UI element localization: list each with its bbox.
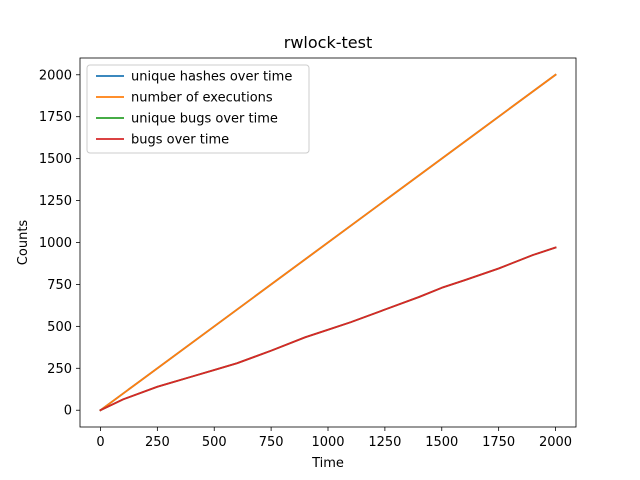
x-tick-label: 1250 [368,435,401,450]
y-tick-label: 0 [64,404,72,419]
x-tick-label: 0 [96,435,104,450]
x-tick-label: 1500 [425,435,458,450]
legend-label-3: unique bugs over time [131,112,278,127]
y-tick-label: 750 [47,278,72,293]
y-axis-label: Counts [16,220,31,266]
x-tick-label: 2000 [539,435,572,450]
x-tick-label: 1750 [482,435,515,450]
y-tick-label: 2000 [39,68,72,83]
y-tick-label: 500 [47,320,72,335]
legend-label-1: unique hashes over time [131,70,292,85]
y-tick-label: 250 [47,362,72,377]
legend-label-2: number of executions [131,91,273,106]
series-line-2 [99,73,557,412]
y-axis: 0 250 500 750 1000 1250 1500 1750 2000 [39,68,80,419]
x-tick-label: 250 [145,435,170,450]
x-tick-label: 1000 [311,435,344,450]
y-tick-label: 1000 [39,236,72,251]
x-tick-label: 500 [202,435,227,450]
legend-box [86,64,310,154]
x-axis: 0 250 500 750 1000 1250 1500 1750 2000 [96,427,572,450]
chart-title: rwlock-test [284,33,372,52]
x-tick-label: 750 [259,435,284,450]
series-layer [99,73,557,412]
legend: unique hashes over time number of executi… [86,64,310,154]
series-line-4 [99,246,557,412]
legend-label-4: bugs over time [131,133,229,148]
y-tick-label: 1750 [39,110,72,125]
y-tick-label: 1500 [39,152,72,167]
y-tick-label: 1250 [39,194,72,209]
x-axis-label: Time [311,456,344,471]
